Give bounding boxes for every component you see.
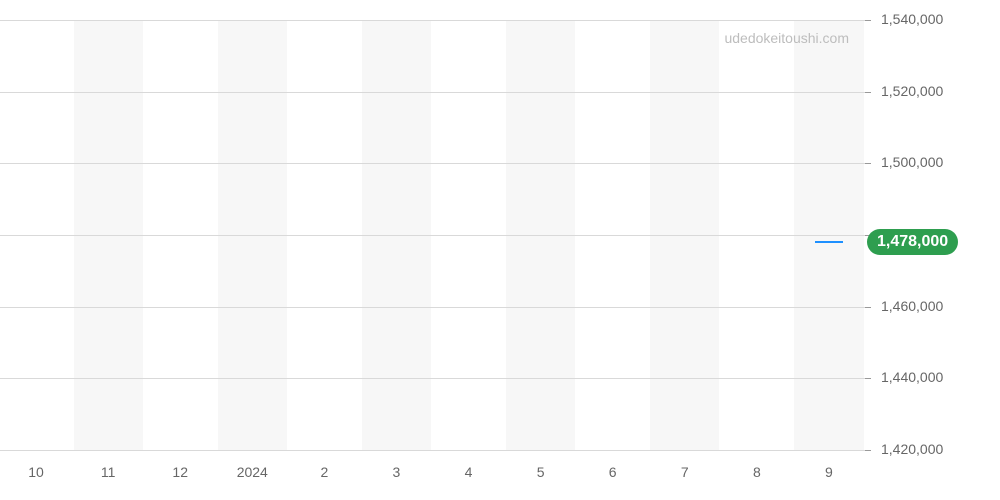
price-chart: 1,420,0001,440,0001,460,0001,480,0001,50…	[0, 0, 1000, 500]
plot-area	[0, 20, 865, 450]
x-tick-label: 7	[681, 464, 689, 480]
gridline	[0, 92, 865, 93]
y-tick-label: 1,420,000	[881, 441, 943, 457]
gridline	[0, 378, 865, 379]
x-tick-label: 4	[465, 464, 473, 480]
gridline	[0, 235, 865, 236]
x-tick-label: 5	[537, 464, 545, 480]
y-tick-label: 1,500,000	[881, 154, 943, 170]
y-tick	[865, 92, 871, 93]
gridline	[0, 307, 865, 308]
series-segment	[815, 241, 844, 243]
gridline	[0, 450, 865, 451]
x-tick-label: 3	[393, 464, 401, 480]
current-value-badge: 1,478,000	[867, 229, 958, 255]
y-tick-label: 1,460,000	[881, 298, 943, 314]
watermark: udedokeitoushi.com	[724, 30, 849, 46]
y-tick	[865, 450, 871, 451]
current-value-text: 1,478,000	[877, 233, 948, 250]
watermark-text: udedokeitoushi.com	[724, 30, 849, 46]
x-tick-label: 12	[172, 464, 188, 480]
y-tick	[865, 20, 871, 21]
y-tick	[865, 378, 871, 379]
x-tick-label: 9	[825, 464, 833, 480]
x-tick-label: 2	[320, 464, 328, 480]
y-tick	[865, 163, 871, 164]
x-tick-label: 8	[753, 464, 761, 480]
y-tick	[865, 307, 871, 308]
x-tick-label: 10	[28, 464, 44, 480]
x-tick-label: 2024	[237, 464, 268, 480]
gridline	[0, 20, 865, 21]
y-tick-label: 1,520,000	[881, 83, 943, 99]
x-tick-label: 11	[101, 464, 116, 480]
y-tick-label: 1,440,000	[881, 369, 943, 385]
y-tick-label: 1,540,000	[881, 11, 943, 27]
gridline	[0, 163, 865, 164]
x-tick-label: 6	[609, 464, 617, 480]
